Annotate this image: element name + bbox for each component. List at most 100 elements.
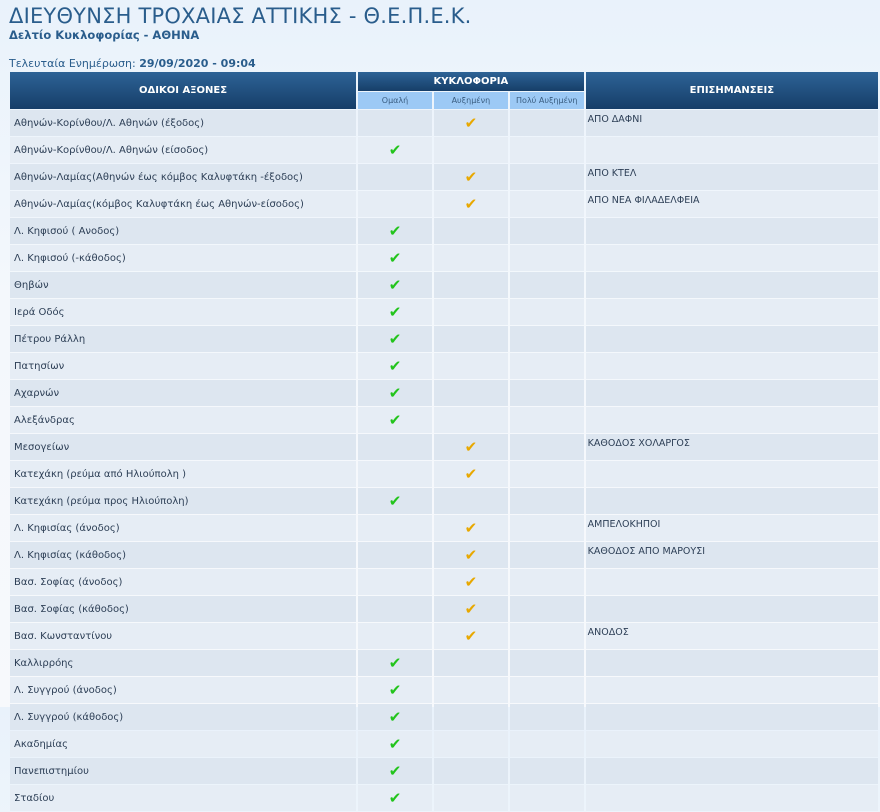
- note-cell: [585, 677, 878, 703]
- traffic-level-cell: [509, 461, 584, 487]
- traffic-level-cell: [358, 623, 432, 649]
- table-row: Λ. Κηφισίας (άνοδος) ✔ ΑΜΠΕΛΟΚΗΠΟΙ: [10, 515, 878, 541]
- table-row: Κατεχάκη (ρεύμα από Ηλιούπολη ) ✔: [10, 461, 878, 487]
- traffic-level-cell: [358, 596, 432, 622]
- table-row: Λ. Συγγρού (άνοδος) ✔: [10, 677, 878, 703]
- road-name: Πέτρου Ράλλη: [10, 326, 357, 352]
- table-row: Καλλιρρόης ✔: [10, 650, 878, 676]
- traffic-level-cell: ✔: [433, 191, 508, 217]
- note-cell: [585, 758, 878, 784]
- road-name: Αθηνών-Κορίνθου/Λ. Αθηνών (έξοδος): [10, 110, 357, 136]
- note-cell: ΑΠΟ ΚΤΕΛ: [585, 164, 878, 190]
- traffic-level-cell: [509, 110, 584, 136]
- table-row: Βασ. Σοφίας (άνοδος) ✔: [10, 569, 878, 595]
- traffic-level-cell: ✔: [358, 758, 432, 784]
- note-cell: [585, 380, 878, 406]
- traffic-level-cell: [509, 407, 584, 433]
- check-icon: ✔: [388, 249, 402, 267]
- traffic-level-cell: ✔: [433, 542, 508, 568]
- table-row: Σταδίου ✔: [10, 785, 878, 811]
- table-row: Βασ. Κωνσταντίνου ✔ ΑΝΟΔΟΣ: [10, 623, 878, 649]
- check-icon: ✔: [464, 546, 478, 564]
- check-icon: ✔: [388, 789, 402, 807]
- table-row: Αθηνών-Λαμίας(Αθηνών έως κόμβος Καλυφτάκ…: [10, 164, 878, 190]
- traffic-level-cell: [509, 569, 584, 595]
- header-level-increased: Αυξημένη: [433, 92, 508, 109]
- table-row: Λ. Κηφισού (-κάθοδος) ✔: [10, 245, 878, 271]
- traffic-level-cell: ✔: [358, 353, 432, 379]
- traffic-level-cell: [358, 569, 432, 595]
- road-name: Κατεχάκη (ρεύμα από Ηλιούπολη ): [10, 461, 357, 487]
- traffic-level-cell: ✔: [358, 488, 432, 514]
- traffic-level-cell: [433, 353, 508, 379]
- traffic-level-cell: [509, 272, 584, 298]
- traffic-level-cell: [509, 353, 584, 379]
- traffic-level-cell: [509, 245, 584, 271]
- traffic-level-cell: ✔: [358, 326, 432, 352]
- table-row: Βασ. Σοφίας (κάθοδος) ✔: [10, 596, 878, 622]
- traffic-level-cell: [358, 164, 432, 190]
- table-row: Αθηνών-Κορίνθου/Λ. Αθηνών (είσοδος) ✔: [10, 137, 878, 163]
- traffic-level-cell: ✔: [358, 218, 432, 244]
- traffic-level-cell: [509, 515, 584, 541]
- traffic-level-cell: [433, 299, 508, 325]
- traffic-level-cell: [433, 731, 508, 757]
- road-name: Καλλιρρόης: [10, 650, 357, 676]
- note-cell: [585, 218, 878, 244]
- check-icon: ✔: [388, 330, 402, 348]
- page-subtitle: Δελτίο Κυκλοφορίας - ΑΘΗΝΑ: [9, 28, 200, 42]
- header-level-high: Πολύ Αυξημένη: [509, 92, 584, 109]
- traffic-level-cell: [433, 137, 508, 163]
- traffic-level-cell: [509, 758, 584, 784]
- traffic-level-cell: [509, 650, 584, 676]
- traffic-level-cell: [433, 272, 508, 298]
- road-name: Αχαρνών: [10, 380, 357, 406]
- note-cell: [585, 461, 878, 487]
- table-row: Αλεξάνδρας ✔: [10, 407, 878, 433]
- traffic-level-cell: [358, 434, 432, 460]
- road-name: Λ. Κηφισού (-κάθοδος): [10, 245, 357, 271]
- traffic-level-cell: ✔: [433, 623, 508, 649]
- road-name: Ακαδημίας: [10, 731, 357, 757]
- note-cell: [585, 245, 878, 271]
- note-cell: ΚΑΘΟΔΟΣ ΑΠΟ ΜΑΡΟΥΣΙ: [585, 542, 878, 568]
- traffic-level-cell: ✔: [433, 164, 508, 190]
- road-name: Βασ. Σοφίας (κάθοδος): [10, 596, 357, 622]
- note-cell: ΑΠΟ ΝΕΑ ΦΙΛΑΔΕΛΦΕΙΑ: [585, 191, 878, 217]
- table-row: Θηβών ✔: [10, 272, 878, 298]
- road-name: Αθηνών-Λαμίας(Αθηνών έως κόμβος Καλυφτάκ…: [10, 164, 357, 190]
- check-icon: ✔: [464, 465, 478, 483]
- check-icon: ✔: [388, 276, 402, 294]
- note-cell: [585, 353, 878, 379]
- header-roads: ΟΔΙΚΟΙ ΑΞΟΝΕΣ: [10, 72, 357, 109]
- check-icon: ✔: [388, 762, 402, 780]
- road-name: Λ. Συγγρού (κάθοδος): [10, 704, 357, 730]
- table-row: Λ. Συγγρού (κάθοδος) ✔: [10, 704, 878, 730]
- table-row: Ιερά Οδός ✔: [10, 299, 878, 325]
- check-icon: ✔: [388, 654, 402, 672]
- note-cell: ΑΜΠΕΛΟΚΗΠΟΙ: [585, 515, 878, 541]
- road-name: Θηβών: [10, 272, 357, 298]
- note-cell: [585, 272, 878, 298]
- traffic-level-cell: [509, 596, 584, 622]
- traffic-level-cell: [509, 488, 584, 514]
- note-cell: [585, 650, 878, 676]
- check-icon: ✔: [464, 627, 478, 645]
- traffic-level-cell: [433, 677, 508, 703]
- note-cell: [585, 785, 878, 811]
- check-icon: ✔: [464, 114, 478, 132]
- table-row: Λ. Κηφισίας (κάθοδος) ✔ ΚΑΘΟΔΟΣ ΑΠΟ ΜΑΡΟΥΣ…: [10, 542, 878, 568]
- table-row: Πατησίων ✔: [10, 353, 878, 379]
- check-icon: ✔: [464, 438, 478, 456]
- table-row: Κατεχάκη (ρεύμα προς Ηλιούπολη) ✔: [10, 488, 878, 514]
- traffic-level-cell: [509, 218, 584, 244]
- check-icon: ✔: [388, 681, 402, 699]
- header-traffic: ΚΥΚΛΟΦΟΡΙΑ: [358, 72, 584, 91]
- road-name: Πανεπιστημίου: [10, 758, 357, 784]
- traffic-level-cell: [358, 110, 432, 136]
- traffic-level-cell: ✔: [358, 650, 432, 676]
- road-name: Βασ. Σοφίας (άνοδος): [10, 569, 357, 595]
- last-updated-label: Τελευταία Ενημέρωση:: [9, 57, 136, 70]
- road-name: Βασ. Κωνσταντίνου: [10, 623, 357, 649]
- road-name: Πατησίων: [10, 353, 357, 379]
